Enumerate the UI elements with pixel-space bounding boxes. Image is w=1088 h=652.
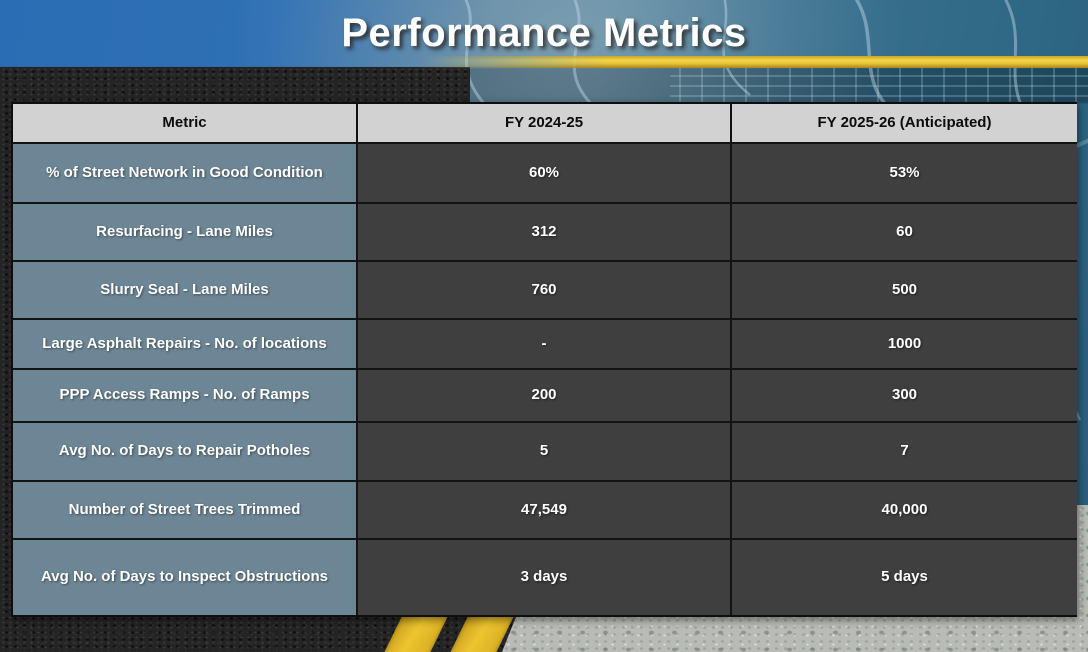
metric-cell: Avg No. of Days to Inspect Obstructions [13, 540, 358, 615]
metric-cell: Slurry Seal - Lane Miles [13, 262, 358, 320]
metric-cell: Large Asphalt Repairs - No. of locations [13, 320, 358, 370]
metric-cell: Avg No. of Days to Repair Potholes [13, 423, 358, 482]
page-title: Performance Metrics [341, 11, 747, 55]
value-cell: 760 [358, 262, 732, 320]
metric-cell: % of Street Network in Good Condition [13, 144, 358, 204]
value-cell: 53% [732, 144, 1077, 204]
value-cell: 5 [358, 423, 732, 482]
gold-divider-line [420, 56, 1088, 68]
value-cell: 300 [732, 370, 1077, 423]
value-cell: 40,000 [732, 482, 1077, 540]
col-header-metric: Metric [13, 104, 358, 144]
col-header-fy2024-25: FY 2024-25 [358, 104, 732, 144]
value-cell: 500 [732, 262, 1077, 320]
value-cell: 3 days [358, 540, 732, 615]
value-cell: 312 [358, 204, 732, 262]
value-cell: 60% [358, 144, 732, 204]
metrics-table: Metric FY 2024-25 FY 2025-26 (Anticipate… [11, 102, 1077, 617]
value-cell: 200 [358, 370, 732, 423]
value-cell: 5 days [732, 540, 1077, 615]
metric-cell: Number of Street Trees Trimmed [13, 482, 358, 540]
value-cell: 7 [732, 423, 1077, 482]
value-cell: 1000 [732, 320, 1077, 370]
col-header-fy2025-26: FY 2025-26 (Anticipated) [732, 104, 1077, 144]
metric-cell: Resurfacing - Lane Miles [13, 204, 358, 262]
value-cell: - [358, 320, 732, 370]
metric-cell: PPP Access Ramps - No. of Ramps [13, 370, 358, 423]
value-cell: 60 [732, 204, 1077, 262]
value-cell: 47,549 [358, 482, 732, 540]
